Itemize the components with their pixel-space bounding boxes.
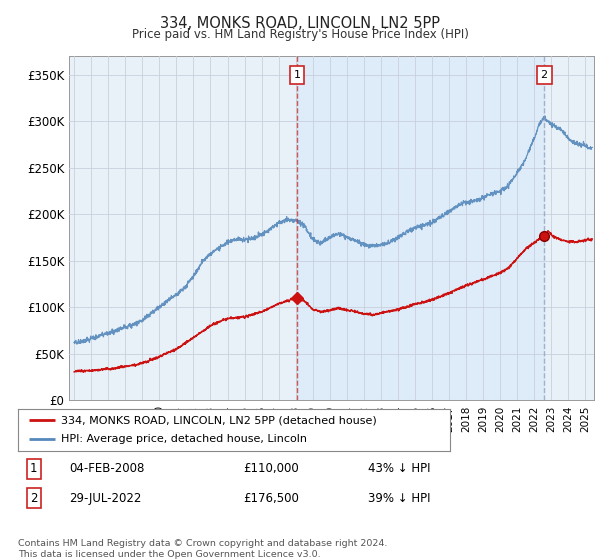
Text: 29-JUL-2022: 29-JUL-2022 xyxy=(69,492,141,505)
Text: £110,000: £110,000 xyxy=(244,462,299,475)
Text: 39% ↓ HPI: 39% ↓ HPI xyxy=(368,492,430,505)
Text: Price paid vs. HM Land Registry's House Price Index (HPI): Price paid vs. HM Land Registry's House … xyxy=(131,28,469,41)
Text: 1: 1 xyxy=(293,69,301,80)
Text: 04-FEB-2008: 04-FEB-2008 xyxy=(69,462,144,475)
Text: 334, MONKS ROAD, LINCOLN, LN2 5PP (detached house): 334, MONKS ROAD, LINCOLN, LN2 5PP (detac… xyxy=(61,415,377,425)
Text: £176,500: £176,500 xyxy=(244,492,299,505)
Text: 334, MONKS ROAD, LINCOLN, LN2 5PP: 334, MONKS ROAD, LINCOLN, LN2 5PP xyxy=(160,16,440,31)
Text: 43% ↓ HPI: 43% ↓ HPI xyxy=(368,462,430,475)
Text: HPI: Average price, detached house, Lincoln: HPI: Average price, detached house, Linc… xyxy=(61,435,307,445)
Text: 1: 1 xyxy=(30,462,38,475)
Text: 2: 2 xyxy=(30,492,38,505)
Text: 2: 2 xyxy=(541,69,548,80)
Bar xyxy=(297,56,544,400)
Text: Contains HM Land Registry data © Crown copyright and database right 2024.
This d: Contains HM Land Registry data © Crown c… xyxy=(18,539,388,559)
